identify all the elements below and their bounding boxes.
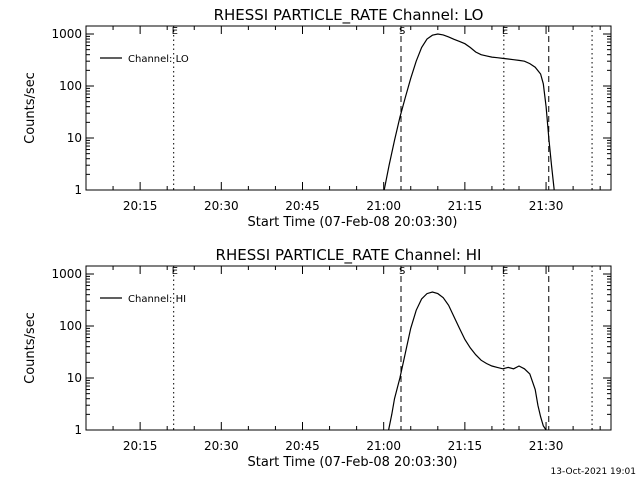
event-marker-label: E <box>172 266 178 277</box>
x-tick-label: 21:00 <box>366 199 401 213</box>
chart-panel-2: RHESSI PARTICLE_RATE Channel: HI Counts/s… <box>23 246 612 470</box>
x-tick-label: 21:00 <box>366 439 401 453</box>
x-tick-label: 20:45 <box>285 199 320 213</box>
y-tick-label: 100 <box>59 79 82 93</box>
x-tick-label: 21:30 <box>529 199 564 213</box>
y-tick-label: 1 <box>74 183 82 197</box>
event-marker-label: E <box>502 26 508 37</box>
y-tick-label: 100 <box>59 319 82 333</box>
y-axis-label: Counts/sec <box>23 72 38 144</box>
y-tick-label: 1 <box>74 423 82 437</box>
event-marker-label: S <box>399 266 405 277</box>
x-tick-label: 20:15 <box>123 199 158 213</box>
x-tick-label: 20:30 <box>204 439 239 453</box>
x-tick-label: 20:30 <box>204 199 239 213</box>
chart-panel-1: RHESSI PARTICLE_RATE Channel: LO Counts/s… <box>23 6 612 230</box>
generation-timestamp: 13-Oct-2021 19:01 <box>551 467 636 477</box>
x-axis-label: Start Time (07-Feb-08 20:03:30) <box>248 215 458 230</box>
x-tick-label: 20:45 <box>285 439 320 453</box>
x-axis-label: Start Time (07-Feb-08 20:03:30) <box>248 455 458 470</box>
event-marker-label: E <box>502 266 508 277</box>
event-marker-label: S <box>399 26 405 37</box>
x-tick-label: 21:15 <box>448 439 483 453</box>
series-line <box>388 291 547 431</box>
chart-title: RHESSI PARTICLE_RATE Channel: LO <box>214 6 484 25</box>
event-marker-label: E <box>172 26 178 37</box>
y-tick-label: 10 <box>67 131 82 145</box>
plot-frame <box>85 265 612 431</box>
legend-label: Channel: HI <box>128 294 186 305</box>
y-tick-label: 1000 <box>51 267 82 281</box>
y-axis-label: Counts/sec <box>23 312 38 384</box>
y-tick-label: 10 <box>67 371 82 385</box>
x-tick-label: 21:30 <box>529 439 564 453</box>
chart-title: RHESSI PARTICLE_RATE Channel: HI <box>216 246 482 265</box>
series-line <box>383 33 555 191</box>
plot-frame <box>85 25 612 191</box>
legend-label: Channel: LO <box>128 54 189 65</box>
y-tick-label: 1000 <box>51 27 82 41</box>
x-tick-label: 21:15 <box>448 199 483 213</box>
x-tick-label: 20:15 <box>123 439 158 453</box>
